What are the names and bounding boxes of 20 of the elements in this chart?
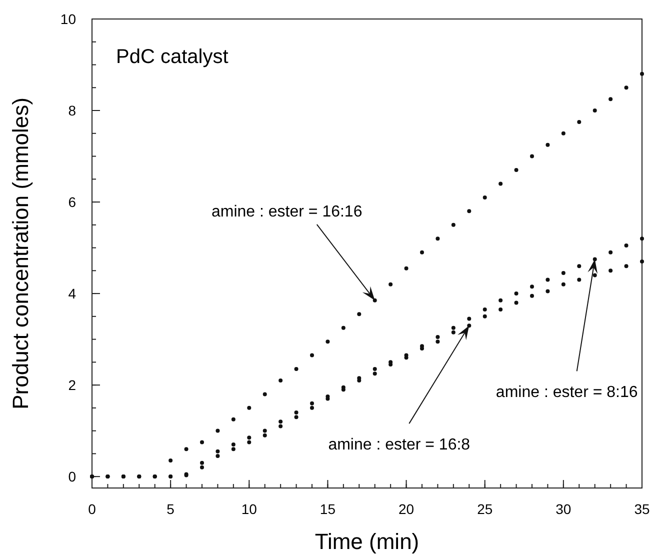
x-tick-label: 5 [166,501,175,517]
y-axis-title: Product concentration (mmoles) [8,98,33,410]
x-tick-label: 20 [398,501,414,517]
y-tick-label: 6 [68,194,76,210]
y-tick-label: 4 [68,286,76,302]
y-tick-label: 10 [60,11,76,27]
y-tick-label: 0 [68,468,76,485]
annotation: amine : ester = 8:16 [496,384,638,402]
x-tick-label: 35 [634,501,650,517]
x-tick-label: 15 [320,501,336,517]
y-tick-label: 2 [68,377,76,394]
annotation: amine : ester = 16:16 [211,203,362,220]
x-tick-label: 10 [241,501,258,517]
x-tick-label: 30 [556,501,572,517]
x-axis-title: Time (min) [314,529,420,554]
text: PdC catalyst [116,46,229,68]
x-tick-label: 25 [477,501,493,517]
annotation: amine : ester = 16:8 [328,436,470,454]
y-tick-label: 8 [68,102,76,119]
x-tick-label: 0 [88,501,96,517]
